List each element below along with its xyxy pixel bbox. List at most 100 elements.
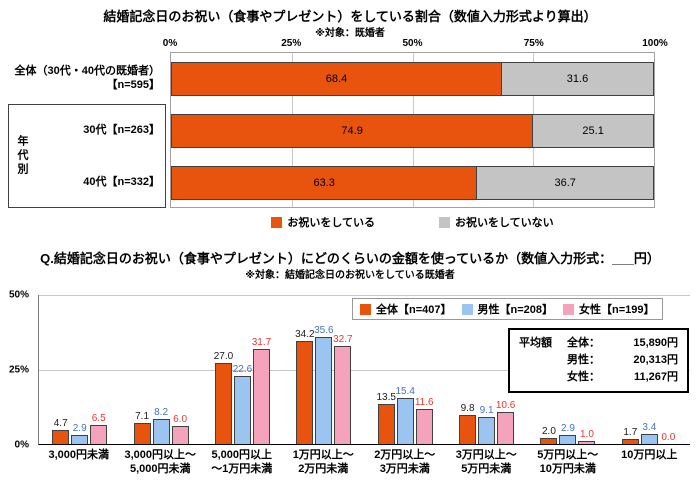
bar-wrapper: 1.7 [621,295,639,444]
chart2-y-axis: 50% 25% 0% [0,290,33,451]
row-label-line: 全体（30代・40代の既婚者） [14,64,160,77]
category-label: 3万円以上～ 5万円未満 [446,449,528,477]
stacked-bar: 68.4 31.6 [171,62,654,96]
bar-value: 36.7 [554,177,576,189]
bar-wrapper: 6.0 [171,295,189,444]
average-row: 男性： 20,313円 [519,352,678,369]
age-group-box: 年代別 [8,104,166,208]
legend-swatch [461,303,473,315]
row-label-line: 40代【n=332】 [83,175,160,188]
category-label: 2万円以上～ 3万円未満 [364,449,446,477]
bar-segment-celebrating: 63.3 [172,167,477,199]
average-value: 11,267円 [633,371,678,384]
bar-value: 9.1 [479,404,494,416]
x-axis-tick: 75% [523,38,544,49]
average-box: 平均額 全体： 15,890円 男性： 20,313円 女性： 11,267円 [508,328,689,394]
category-label: 5,000円以上 ～1万円未満 [201,449,283,477]
average-label: 全体： [567,337,600,349]
bar-row: 63.3 36.7 [171,157,654,209]
celebration-rate-chart: 結婚記念日のお祝い（食事やプレゼント）をしている割合（数値入力形式より算出） ※… [0,0,700,240]
bar [497,412,515,444]
bar-group: 9.8 9.1 10.6 [446,295,527,444]
legend-label: お祝いをしていない [455,217,554,229]
bar-value: 27.0 [213,351,234,362]
legend-label: 女性【n=199】 [579,304,655,316]
category-label: 3,000円以上～ 5,000円未満 [120,449,202,477]
average-label: 男性： [567,354,600,367]
stacked-bar: 74.9 25.1 [171,114,654,148]
bar-value: 74.9 [341,125,363,137]
category-label-line: 3,000円未満 [48,449,110,461]
bar-wrapper: 22.6 [233,295,252,444]
y-axis-tick: 50% [8,289,29,301]
average-box-title: 平均額 [519,337,552,349]
category-label: 1万円以上～ 2万円未満 [283,449,365,477]
legend-swatch [360,303,371,315]
bar-wrapper: 9.8 [459,295,477,444]
bar [252,348,270,444]
bar-wrapper: 0.0 [660,295,677,444]
average-row: 平均額 全体： 15,890円 [519,335,678,352]
bar-wrapper: 2.9 [71,295,89,444]
chart1-x-axis: 0% 25% 50% 75% 100% [163,38,668,50]
bar-value: 32.7 [333,333,353,345]
bar [415,409,433,444]
gridline [39,370,690,371]
chart1-subtitle: ※対象：既婚者 [315,28,385,39]
bar-value: 2.9 [72,423,87,435]
bar-value: 35.6 [314,325,334,337]
bar [296,341,314,444]
bar-group: 27.0 22.6 31.7 [202,295,283,444]
stacked-bar: 63.3 36.7 [171,166,654,200]
row-label: 40代【n=332】 [0,156,166,208]
bar-value: 4.7 [53,417,68,429]
bar-value: 63.3 [313,177,335,189]
x-axis-tick: 25% [281,38,302,49]
bar-value: 10.6 [495,400,516,412]
bar-value: 6.0 [173,414,188,425]
bar-value: 68.4 [325,73,348,85]
bar-value: 2.9 [560,423,575,435]
bar-value: 31.7 [251,336,272,348]
category-label-line: 10万円以上 [621,449,678,461]
bar-wrapper: 1.0 [578,295,596,444]
bar [540,438,558,444]
legend-label: 全体【n=407】 [376,304,452,316]
average-box-title [519,369,567,386]
category-label: 5万円以上～ 10万円未満 [527,449,609,477]
bar-wrapper: 9.1 [478,295,496,444]
bar [152,419,170,444]
category-label-line: 2万円以上～ [374,449,436,461]
bar-segment-not-celebrating: 31.6 [501,63,653,95]
bar-wrapper: 15.4 [395,295,415,444]
chart1-title: 結婚記念日のお祝い（食事やプレゼント）をしている割合（数値入力形式より算出） [103,9,597,24]
bar-row: 68.4 31.6 [171,53,654,105]
bar [315,337,333,444]
bar-value: 8.2 [154,407,169,419]
bar-value: 7.1 [135,410,150,422]
bar [640,433,658,444]
bar-group: 2.0 2.9 1.0 [527,295,608,444]
age-group-label: 年代別 [16,135,28,177]
category-label-line: 3,000円以上～ [124,449,197,461]
legend-item: お祝いをしていない [439,214,554,230]
category-label-line: 10万円未満 [539,462,596,475]
bar-wrapper: 7.1 [133,295,151,444]
bar [171,426,189,444]
category-label-line: 3万円以上～ [455,449,517,461]
bar-value: 0.0 [661,432,676,443]
average-value: 15,890円 [633,337,678,349]
bar-wrapper: 31.7 [251,295,272,444]
average-box-title [519,352,567,369]
legend-swatch [271,216,283,228]
category-label-line: 1万円以上～ [292,449,354,461]
bar-wrapper: 13.5 [376,295,396,444]
x-axis-tick: 100% [642,38,668,49]
bar-wrapper: 2.0 [540,295,558,444]
chart1-row-labels: 全体（30代・40代の既婚者） 【n=595】 30代【n=263】 40代【n=33… [0,52,166,208]
bar-value: 3.4 [642,421,657,433]
bar-value: 1.7 [623,426,638,438]
bar-wrapper: 8.2 [152,295,170,444]
bar-wrapper: 35.6 [314,295,334,444]
chart1-plot: 68.4 31.6 74.9 25.1 63.3 36.7 [170,52,655,208]
